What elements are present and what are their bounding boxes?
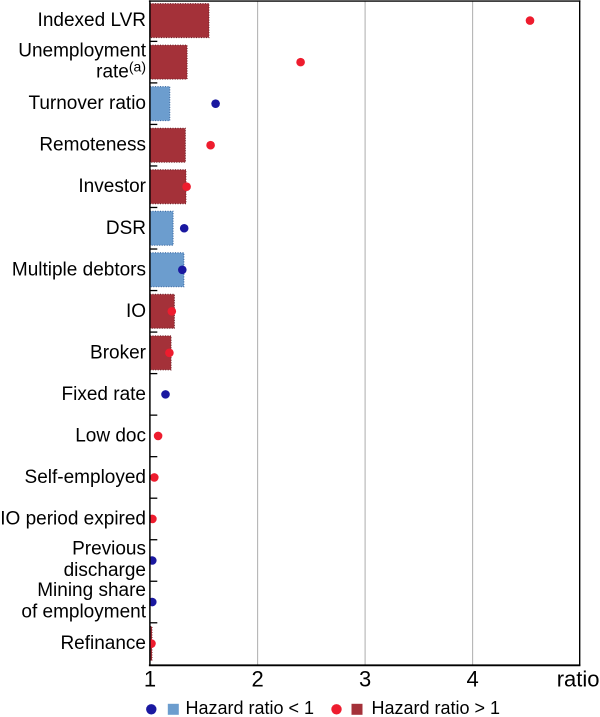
svg-text:Hazard ratio > 1: Hazard ratio > 1 [372,698,501,717]
svg-text:Turnover ratio: Turnover ratio [28,93,146,114]
svg-text:Multiple debtors: Multiple debtors [12,259,146,280]
svg-text:IO period expired: IO period expired [0,508,146,529]
svg-text:4: 4 [466,667,478,692]
svg-text:Remoteness: Remoteness [39,135,146,156]
svg-text:discharge: discharge [64,560,146,581]
svg-text:Self-employed: Self-employed [25,467,146,488]
svg-text:Investor: Investor [78,176,146,197]
svg-text:Refinance: Refinance [60,633,146,654]
svg-text:Mining share: Mining share [37,580,146,601]
svg-text:ratio: ratio [557,667,600,692]
svg-text:Broker: Broker [90,342,147,363]
svg-text:1: 1 [144,667,156,692]
svg-text:IO: IO [126,301,146,322]
svg-text:Unemployment: Unemployment [18,40,146,61]
svg-text:Previous: Previous [72,539,146,560]
svg-text:Hazard ratio < 1: Hazard ratio < 1 [186,698,315,717]
svg-text:Fixed rate: Fixed rate [62,384,146,405]
svg-text:of employment: of employment [21,602,146,623]
svg-text:Indexed LVR: Indexed LVR [38,10,146,31]
svg-text:3: 3 [359,667,371,692]
svg-text:2: 2 [251,667,263,692]
svg-text:Low doc: Low doc [75,425,146,446]
svg-text:DSR: DSR [106,218,146,239]
